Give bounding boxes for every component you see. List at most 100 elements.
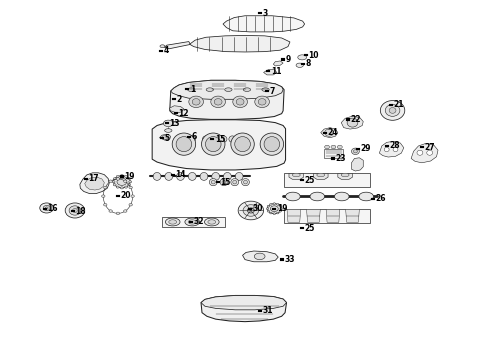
Text: 14: 14 xyxy=(175,171,186,180)
Polygon shape xyxy=(345,210,359,222)
Polygon shape xyxy=(169,106,184,113)
Polygon shape xyxy=(84,178,88,180)
Ellipse shape xyxy=(238,201,264,220)
Ellipse shape xyxy=(116,178,120,180)
Text: 20: 20 xyxy=(121,191,131,200)
Polygon shape xyxy=(287,210,301,222)
Ellipse shape xyxy=(73,208,77,212)
Ellipse shape xyxy=(165,172,172,180)
Ellipse shape xyxy=(192,99,200,105)
Polygon shape xyxy=(301,63,305,65)
Ellipse shape xyxy=(341,173,349,177)
Ellipse shape xyxy=(112,181,115,183)
Ellipse shape xyxy=(385,104,400,116)
Ellipse shape xyxy=(223,172,231,180)
Polygon shape xyxy=(159,50,163,52)
Text: 19: 19 xyxy=(124,172,135,181)
Ellipse shape xyxy=(276,203,279,205)
Ellipse shape xyxy=(153,172,161,180)
Ellipse shape xyxy=(296,63,303,67)
Polygon shape xyxy=(164,41,190,49)
Polygon shape xyxy=(389,104,392,106)
Text: 3: 3 xyxy=(262,9,268,18)
Text: 31: 31 xyxy=(262,306,272,315)
Ellipse shape xyxy=(266,208,269,210)
Ellipse shape xyxy=(117,178,127,185)
Polygon shape xyxy=(300,179,304,181)
Text: 21: 21 xyxy=(393,100,404,109)
Ellipse shape xyxy=(163,120,173,127)
Text: 19: 19 xyxy=(277,204,287,213)
Ellipse shape xyxy=(298,55,307,60)
Text: 2: 2 xyxy=(176,95,182,104)
Text: 11: 11 xyxy=(271,67,281,76)
Ellipse shape xyxy=(45,207,48,209)
Polygon shape xyxy=(284,209,369,223)
Text: 1: 1 xyxy=(190,85,195,94)
Ellipse shape xyxy=(123,210,127,212)
Polygon shape xyxy=(411,143,438,163)
Ellipse shape xyxy=(270,203,272,205)
Polygon shape xyxy=(264,69,277,75)
Ellipse shape xyxy=(172,133,196,155)
Ellipse shape xyxy=(233,96,247,108)
Ellipse shape xyxy=(293,173,300,177)
Polygon shape xyxy=(120,175,124,177)
Ellipse shape xyxy=(235,136,250,152)
Ellipse shape xyxy=(229,136,236,142)
Ellipse shape xyxy=(286,192,300,201)
Polygon shape xyxy=(281,58,285,60)
Ellipse shape xyxy=(162,135,168,139)
Ellipse shape xyxy=(264,136,280,152)
Ellipse shape xyxy=(317,173,325,177)
Ellipse shape xyxy=(131,195,134,197)
Polygon shape xyxy=(187,136,191,138)
Polygon shape xyxy=(185,88,189,90)
Ellipse shape xyxy=(220,136,227,142)
Polygon shape xyxy=(331,157,335,159)
Ellipse shape xyxy=(206,88,214,91)
Ellipse shape xyxy=(189,96,203,108)
Text: 18: 18 xyxy=(75,207,86,216)
Ellipse shape xyxy=(69,206,81,215)
Polygon shape xyxy=(258,12,262,14)
Ellipse shape xyxy=(121,187,123,189)
Ellipse shape xyxy=(188,88,195,91)
Ellipse shape xyxy=(225,88,232,91)
Ellipse shape xyxy=(258,99,266,105)
Ellipse shape xyxy=(211,136,218,142)
Ellipse shape xyxy=(325,129,333,136)
Ellipse shape xyxy=(187,136,193,141)
Ellipse shape xyxy=(233,180,237,184)
Ellipse shape xyxy=(127,178,130,180)
Ellipse shape xyxy=(208,220,216,224)
Ellipse shape xyxy=(270,206,278,212)
Polygon shape xyxy=(280,258,284,261)
Polygon shape xyxy=(345,118,349,121)
Ellipse shape xyxy=(347,118,358,127)
Polygon shape xyxy=(326,210,340,222)
Text: 7: 7 xyxy=(270,86,275,95)
Ellipse shape xyxy=(243,205,259,216)
Text: 15: 15 xyxy=(220,177,230,186)
Ellipse shape xyxy=(255,96,270,108)
Ellipse shape xyxy=(176,172,184,180)
Ellipse shape xyxy=(188,172,196,180)
Ellipse shape xyxy=(202,136,209,142)
Ellipse shape xyxy=(254,253,265,260)
Ellipse shape xyxy=(279,210,281,212)
Ellipse shape xyxy=(165,129,172,132)
Polygon shape xyxy=(159,134,171,140)
Polygon shape xyxy=(272,208,276,210)
Text: 24: 24 xyxy=(327,128,338,137)
Polygon shape xyxy=(307,210,320,222)
Ellipse shape xyxy=(359,192,373,201)
Polygon shape xyxy=(165,122,169,125)
Ellipse shape xyxy=(393,147,398,152)
Polygon shape xyxy=(216,181,220,183)
Ellipse shape xyxy=(121,175,123,177)
Polygon shape xyxy=(314,174,328,179)
Ellipse shape xyxy=(244,180,247,184)
Ellipse shape xyxy=(113,178,116,180)
Polygon shape xyxy=(85,177,104,190)
